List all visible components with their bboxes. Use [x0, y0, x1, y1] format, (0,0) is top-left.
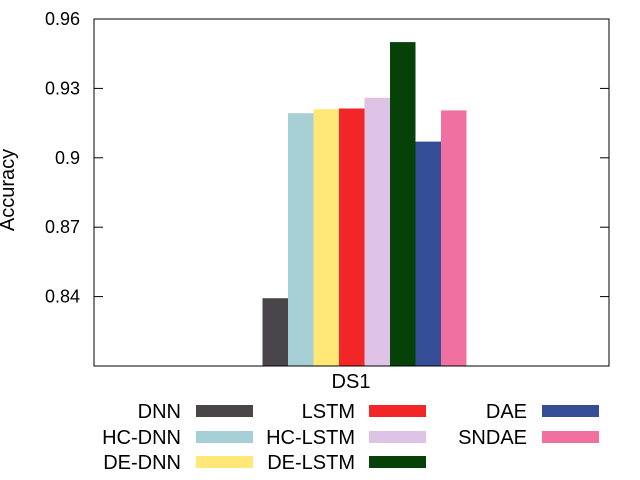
bar-sndae: [441, 110, 467, 367]
y-tick-label: 0.84: [45, 287, 80, 307]
legend-item-de-lstm: DE-LSTM: [267, 452, 426, 474]
legend-swatch: [542, 405, 599, 417]
legend-swatch: [196, 405, 253, 417]
y-tick-label: 0.96: [45, 9, 80, 29]
y-axis-label: Accuracy: [0, 149, 19, 231]
legend-item-lstm: LSTM: [302, 401, 426, 423]
bar-de-lstm: [390, 42, 416, 366]
plot-frame: [93, 18, 610, 367]
legend-swatch: [369, 431, 426, 443]
y-tick-label: 0.87: [45, 217, 80, 237]
bar-hc-lstm: [364, 97, 390, 366]
legend: DNN HC-DNN DE-DNN LSTM HC-LSTM DE-LSTM DAE SNDA…: [102, 401, 599, 474]
legend-swatch: [369, 456, 426, 468]
legend-label: DE-LSTM: [267, 452, 355, 474]
legend-label: SNDAE: [458, 427, 527, 449]
bar-dnn: [262, 298, 288, 366]
legend-label: DAE: [486, 401, 527, 423]
y-tick-label: 0.9: [55, 148, 80, 168]
legend-item-dae: DAE: [486, 401, 599, 423]
bar-de-dnn: [313, 109, 339, 366]
bars-group: [262, 42, 467, 367]
legend-item-hc-dnn: HC-DNN: [102, 427, 253, 449]
bar-dae: [415, 141, 441, 366]
legend-item-dnn: DNN: [138, 401, 253, 423]
legend-label: DNN: [138, 401, 181, 423]
legend-item-de-dnn: DE-DNN: [103, 452, 253, 474]
y-axis: 0.84 0.87 0.9 0.93 0.96: [45, 9, 609, 307]
bar-lstm: [339, 108, 365, 366]
legend-item-sndae: SNDAE: [458, 427, 599, 449]
legend-swatch: [196, 456, 253, 468]
legend-swatch: [196, 431, 253, 443]
bar-hc-dnn: [288, 113, 314, 366]
x-tick-label: DS1: [332, 371, 371, 393]
legend-label: HC-DNN: [102, 427, 181, 449]
legend-item-hc-lstm: HC-LSTM: [266, 427, 426, 449]
legend-label: LSTM: [302, 401, 355, 423]
legend-label: HC-LSTM: [266, 427, 355, 449]
legend-label: DE-DNN: [103, 452, 181, 474]
y-tick-label: 0.93: [45, 78, 80, 98]
legend-swatch: [369, 405, 426, 417]
legend-swatch: [542, 431, 599, 443]
